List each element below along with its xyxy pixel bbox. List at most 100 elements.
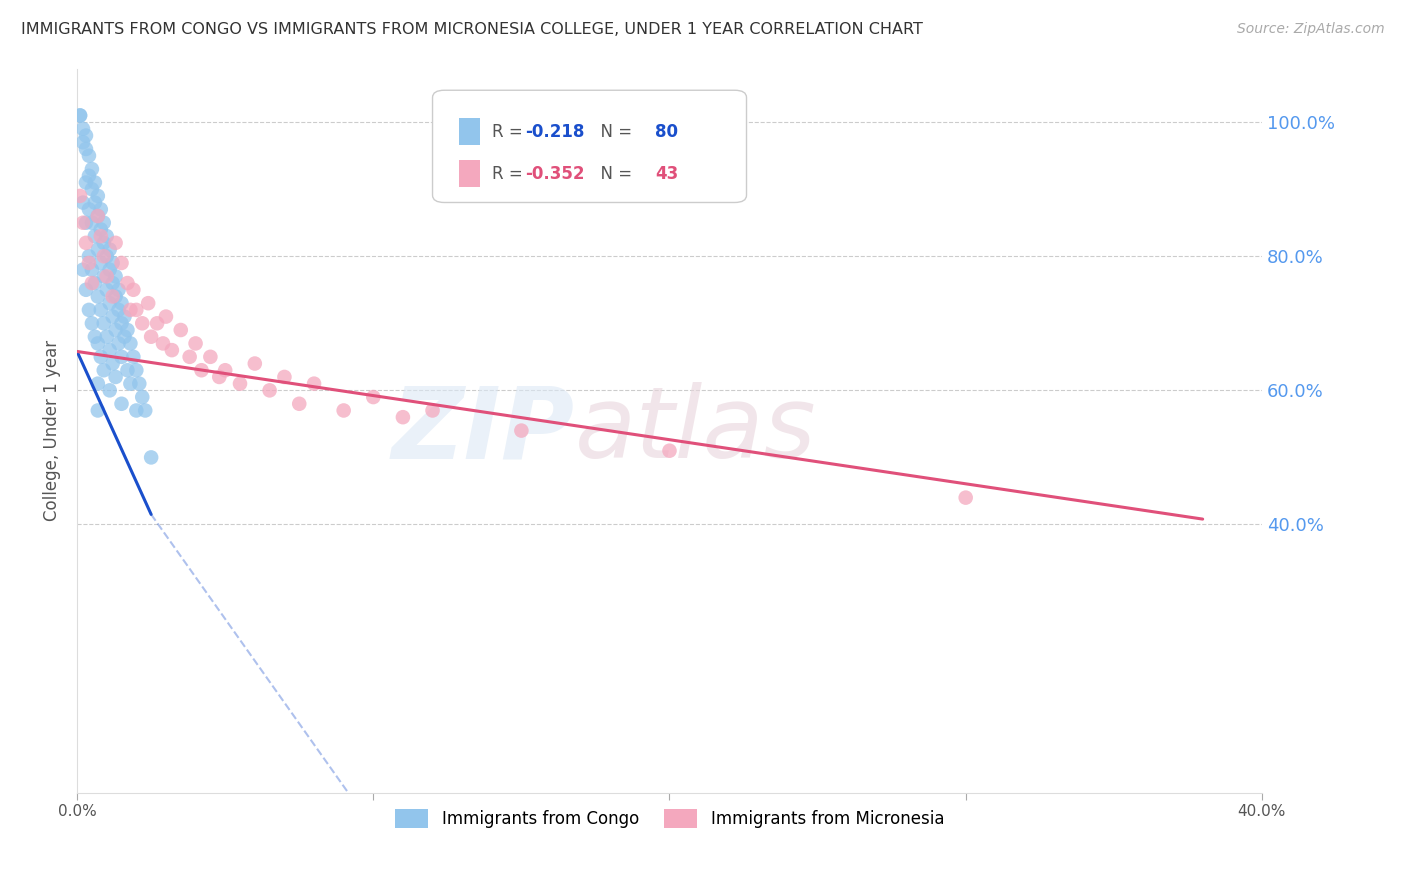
Point [77,202,100,217]
Point [125,403,148,417]
Text: N =: N = [591,165,637,183]
Point [75,176,97,190]
Point [107,302,129,317]
Point [101,357,124,371]
Point [75,216,97,230]
Point [259,384,281,398]
Point [179,350,201,364]
Point [110,397,132,411]
Point [96,269,118,284]
Point [302,376,325,391]
Point [110,350,132,364]
Point [104,323,127,337]
Point [83,176,105,190]
Point [93,216,115,230]
Point [96,283,118,297]
Point [72,262,94,277]
Point [98,384,121,398]
Point [87,209,110,223]
Legend: Immigrants from Congo, Immigrants from Micronesia: Immigrants from Congo, Immigrants from M… [388,803,950,835]
Text: Source: ZipAtlas.com: Source: ZipAtlas.com [1237,22,1385,37]
Point [363,390,385,404]
Point [110,316,132,330]
Point [90,229,112,244]
Point [155,310,177,324]
Text: IMMIGRANTS FROM CONGO VS IMMIGRANTS FROM MICRONESIA COLLEGE, UNDER 1 YEAR CORREL: IMMIGRANTS FROM CONGO VS IMMIGRANTS FROM… [21,22,922,37]
Text: ZIP: ZIP [392,382,575,479]
Text: N =: N = [591,123,637,141]
Point [107,283,129,297]
Point [120,376,142,391]
Point [117,323,139,337]
Point [200,350,222,364]
Point [392,410,415,425]
Point [80,276,103,290]
Text: R =: R = [492,123,527,141]
Point [83,276,105,290]
Point [77,302,100,317]
Point [75,283,97,297]
Point [101,256,124,270]
Point [190,363,212,377]
Point [87,189,110,203]
Text: 80: 80 [655,123,678,141]
Point [77,149,100,163]
Point [98,296,121,310]
Point [72,136,94,150]
Point [104,289,127,303]
Point [117,276,139,290]
Point [93,249,115,263]
Point [75,142,97,156]
Point [114,329,136,343]
Point [160,343,183,358]
Point [83,229,105,244]
Point [131,316,153,330]
Point [90,222,112,236]
Point [229,376,252,391]
Point [104,235,127,250]
Point [134,403,156,417]
Y-axis label: College, Under 1 year: College, Under 1 year [44,340,60,521]
Text: -0.218: -0.218 [524,123,585,141]
Point [90,202,112,217]
Point [83,329,105,343]
Point [288,397,311,411]
Point [114,310,136,324]
Point [75,235,97,250]
Point [110,296,132,310]
Point [96,329,118,343]
Point [146,316,169,330]
Point [87,376,110,391]
Point [96,249,118,263]
Point [80,162,103,177]
Point [152,336,174,351]
Point [87,403,110,417]
Point [80,216,103,230]
Point [93,363,115,377]
Point [101,310,124,324]
Point [184,336,207,351]
Point [107,336,129,351]
FancyBboxPatch shape [433,90,747,202]
Point [110,256,132,270]
Point [69,108,91,122]
Bar [458,160,479,187]
Point [87,336,110,351]
Point [72,121,94,136]
Point [658,443,681,458]
Point [131,390,153,404]
Point [98,243,121,257]
Text: R =: R = [492,165,527,183]
Point [122,350,145,364]
Point [93,269,115,284]
Point [96,229,118,244]
Point [243,357,266,371]
Point [80,262,103,277]
Point [136,296,159,310]
Point [77,169,100,183]
Point [104,370,127,384]
Point [117,363,139,377]
Point [72,195,94,210]
Point [273,370,295,384]
Point [93,235,115,250]
